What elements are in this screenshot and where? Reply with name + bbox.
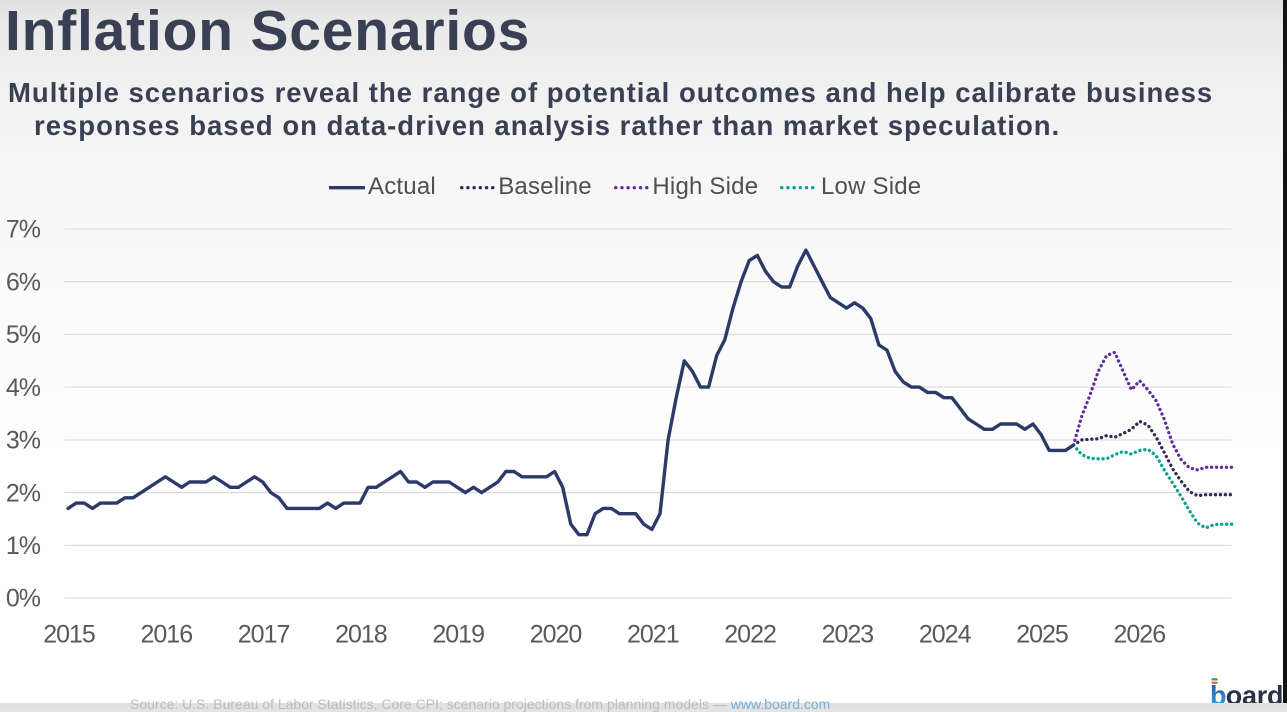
svg-text:2023: 2023 [822,621,874,649]
svg-text:2015: 2015 [43,621,95,649]
svg-text:2022: 2022 [724,621,776,649]
svg-text:2018: 2018 [335,621,387,649]
svg-text:7%: 7% [6,216,41,244]
svg-text:2020: 2020 [530,621,582,649]
svg-text:2025: 2025 [1016,621,1068,649]
svg-text:5%: 5% [6,321,41,349]
svg-text:2021: 2021 [627,621,679,649]
svg-text:2019: 2019 [432,621,484,649]
svg-text:2016: 2016 [140,621,192,649]
svg-text:2026: 2026 [1113,621,1165,649]
svg-text:3%: 3% [6,427,41,455]
svg-text:0%: 0% [6,585,41,613]
svg-text:2017: 2017 [238,621,290,649]
svg-text:2%: 2% [6,479,41,507]
svg-text:1%: 1% [6,532,41,560]
svg-text:6%: 6% [6,268,41,296]
svg-text:2024: 2024 [919,621,972,649]
svg-text:4%: 4% [6,374,41,402]
svg-text:board: board [1210,681,1283,703]
